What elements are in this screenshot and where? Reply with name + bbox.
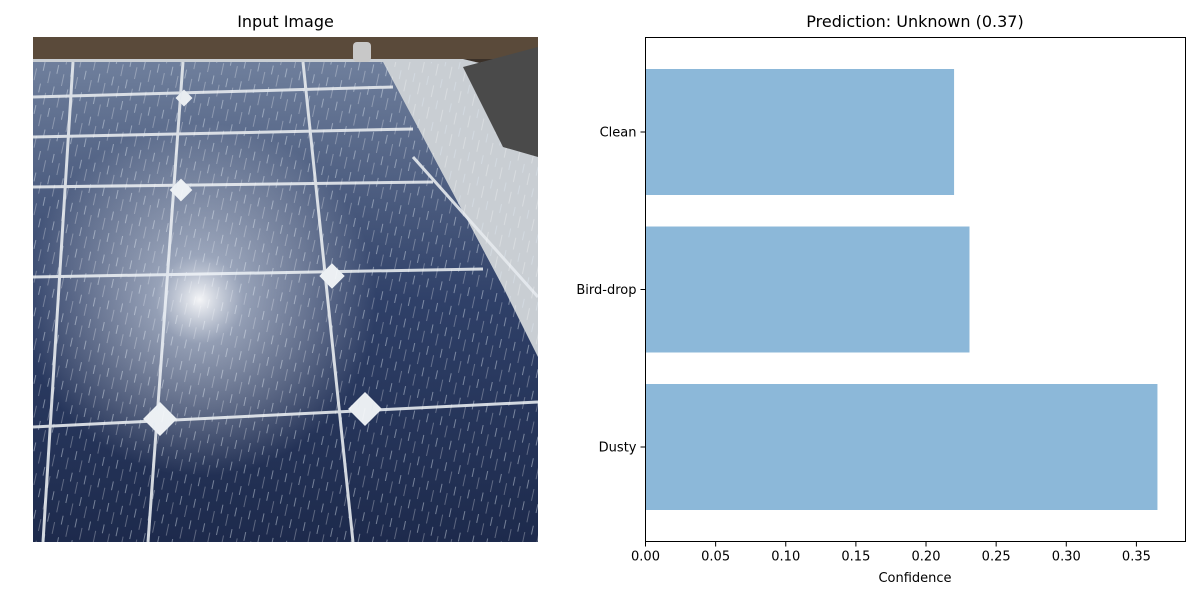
x-tick-label: 0.20 <box>912 550 941 565</box>
x-tick-label: 0.10 <box>771 550 800 565</box>
bar-dusty <box>645 384 1158 510</box>
plot-frame <box>645 37 1186 542</box>
x-tick-label: 0.00 <box>631 550 660 565</box>
y-tick-label: Clean <box>600 126 637 141</box>
input-image-title: Input Image <box>237 12 334 31</box>
bar-bird-drop <box>645 226 970 353</box>
y-tick-label: Bird-drop <box>576 283 636 298</box>
x-tick-label: 0.25 <box>982 550 1011 565</box>
x-tick-label: 0.35 <box>1122 550 1151 565</box>
x-axis-label: Confidence <box>878 571 951 586</box>
y-tick-label: Dusty <box>599 441 637 456</box>
solar-panel-photo <box>33 37 538 542</box>
x-tick-label: 0.05 <box>701 550 730 565</box>
bar-clean <box>645 69 955 195</box>
chart-title: Prediction: Unknown (0.37) <box>806 12 1024 31</box>
x-tick-label: 0.15 <box>841 550 870 565</box>
x-tick-label: 0.30 <box>1052 550 1081 565</box>
